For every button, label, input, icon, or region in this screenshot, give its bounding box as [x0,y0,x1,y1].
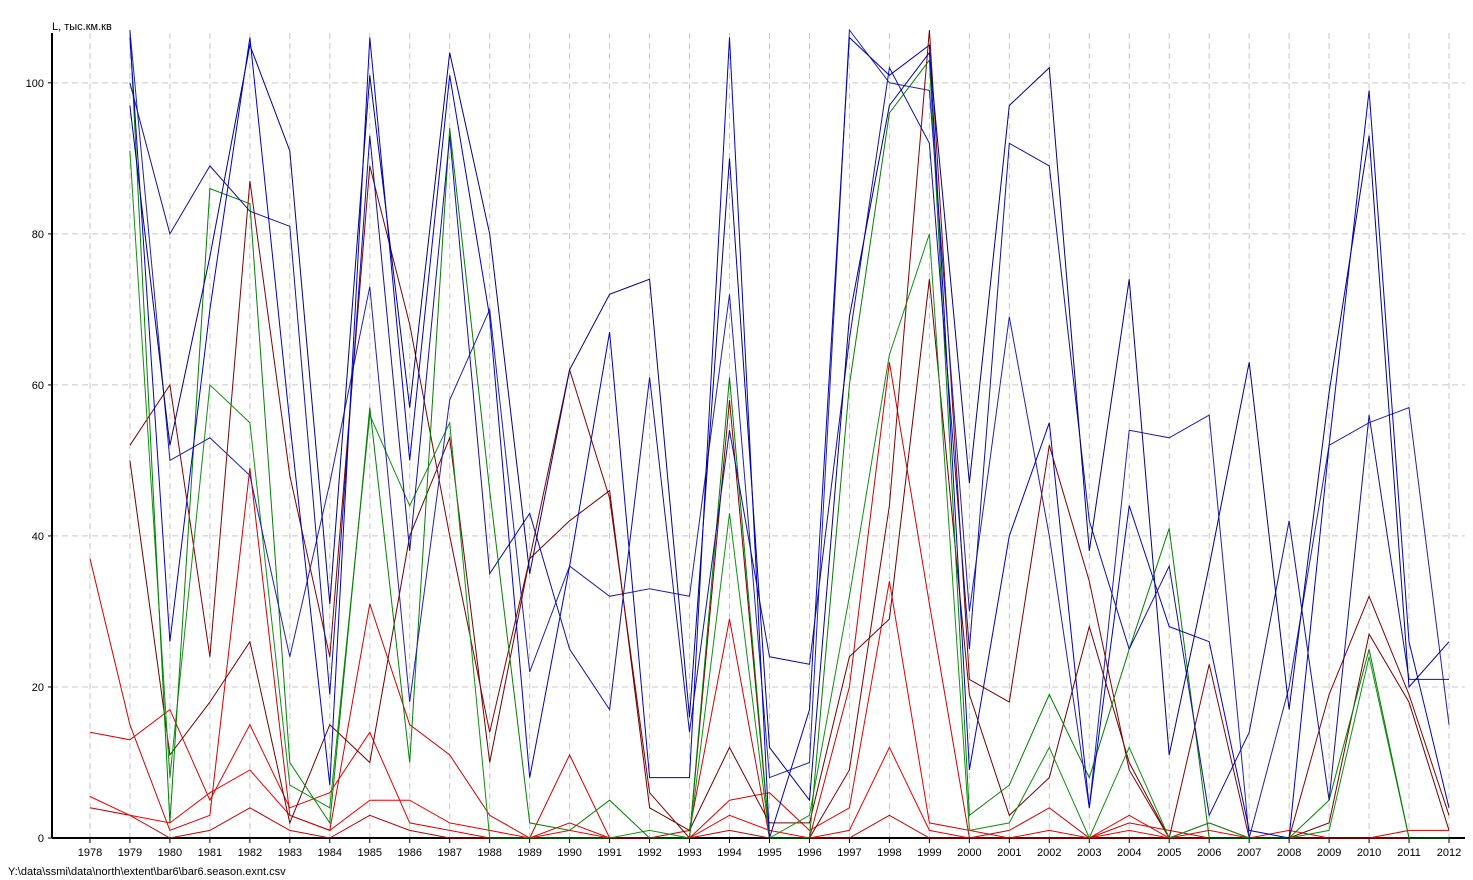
x-tick-label: 2000 [957,847,981,859]
series-line [129,29,1449,839]
y-tick-label: 0 [38,833,44,845]
x-tick-label: 2012 [1437,847,1461,859]
y-tick-label: 20 [32,682,44,694]
x-tick-label: 2010 [1357,847,1381,859]
x-tick-label: 1995 [757,847,781,859]
x-tick-label: 1998 [877,847,901,859]
x-tick-label: 1999 [917,847,941,859]
x-tick-label: 1979 [118,847,142,859]
x-tick-label: 1978 [78,847,102,859]
x-tick-label: 1986 [398,847,422,859]
series-line [129,36,1450,839]
x-tick-label: 1996 [797,847,821,859]
x-tick-label: 1993 [677,847,701,859]
x-tick-label: 2003 [1077,847,1101,859]
x-tick-label: 1980 [158,847,182,859]
file-path: Y:\data\ssmi\data\north\extent\bar6\bar6… [8,866,286,878]
x-tick-label: 2009 [1317,847,1341,859]
y-tick-label: 100 [26,78,44,90]
x-tick-label: 1985 [358,847,382,859]
x-tick-label: 1982 [238,847,262,859]
x-tick-label: 1984 [318,847,342,859]
y-tick-label: 80 [32,229,44,241]
series-line [129,28,1450,839]
x-tick-label: 1997 [837,847,861,859]
y-tick-label: 60 [32,380,44,392]
series-line [89,581,1449,839]
x-tick-label: 1988 [477,847,501,859]
x-tick-label: 2002 [1037,847,1061,859]
x-tick-label: 1991 [597,847,621,859]
x-tick-label: 1989 [517,847,541,859]
x-tick-label: 1990 [557,847,581,859]
x-tick-label: 1992 [637,847,661,859]
x-tick-label: 1983 [278,847,302,859]
y-axis-label: L, тыс.км.кв [52,21,112,33]
x-tick-label: 1994 [717,847,741,859]
x-tick-label: 2004 [1117,847,1141,859]
x-tick-label: 1987 [437,847,461,859]
y-tick-label: 40 [32,531,44,543]
x-tick-label: 2005 [1157,847,1181,859]
x-tick-label: 2011 [1397,847,1421,859]
x-tick-label: 2006 [1197,847,1221,859]
x-tick-label: 2007 [1237,847,1261,859]
x-tick-label: 2008 [1277,847,1301,859]
x-tick-label: 2001 [997,847,1021,859]
x-tick-label: 1981 [198,847,222,859]
